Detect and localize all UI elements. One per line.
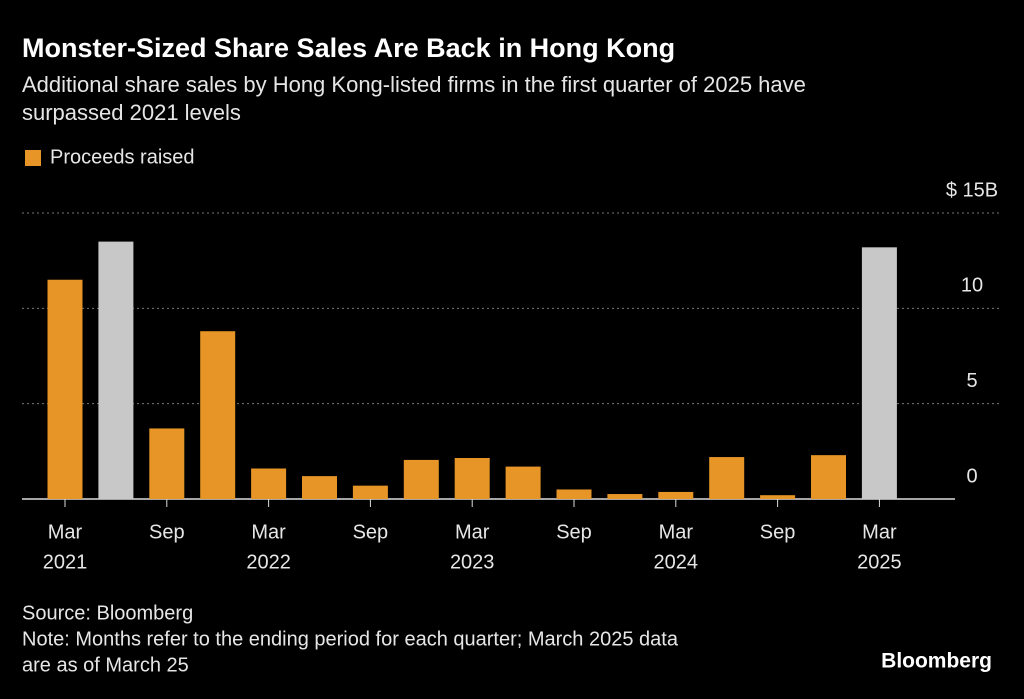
y-tick-label: 5 bbox=[966, 370, 977, 392]
chart-subtitle: surpassed 2021 levels bbox=[22, 100, 241, 125]
bar bbox=[200, 331, 236, 499]
note: Note: Months refer to the ending period … bbox=[22, 628, 679, 650]
chart-subtitle: Additional share sales by Hong Kong-list… bbox=[22, 72, 806, 97]
x-tick-label: Sep bbox=[556, 521, 592, 543]
x-tick-label: Sep bbox=[149, 521, 185, 543]
y-tick-label: $ 15B bbox=[946, 179, 998, 201]
x-tick-year: 2023 bbox=[450, 551, 495, 573]
bar bbox=[556, 489, 592, 499]
bar bbox=[607, 494, 643, 499]
legend-swatch bbox=[25, 150, 41, 166]
bar bbox=[709, 457, 745, 499]
x-tick-year: 2021 bbox=[43, 551, 88, 573]
bar bbox=[760, 495, 796, 499]
x-tick-label: Mar bbox=[659, 521, 694, 543]
bar bbox=[98, 241, 134, 499]
x-tick-year: 2024 bbox=[654, 551, 699, 573]
x-tick-label: Mar bbox=[48, 521, 83, 543]
bar bbox=[861, 247, 897, 499]
x-tick-label: Mar bbox=[251, 521, 286, 543]
y-tick-label: 10 bbox=[961, 275, 983, 297]
bar bbox=[658, 491, 694, 499]
y-tick-label: 0 bbox=[966, 465, 977, 487]
bar bbox=[149, 428, 185, 499]
x-tick-year: 2025 bbox=[857, 551, 902, 573]
note: are as of March 25 bbox=[22, 654, 189, 676]
brand-logo: Bloomberg bbox=[881, 650, 992, 673]
x-tick-label: Mar bbox=[455, 521, 490, 543]
source: Source: Bloomberg bbox=[22, 602, 193, 624]
bar bbox=[811, 455, 846, 499]
bar bbox=[251, 468, 287, 499]
x-tick-label: Sep bbox=[353, 521, 389, 543]
bar bbox=[454, 458, 490, 499]
x-tick-label: Sep bbox=[760, 521, 796, 543]
chart-title: Monster-Sized Share Sales Are Back in Ho… bbox=[22, 33, 675, 63]
bar bbox=[403, 459, 439, 499]
bar bbox=[47, 279, 83, 499]
x-tick-label: Mar bbox=[862, 521, 897, 543]
x-tick-year: 2022 bbox=[246, 551, 291, 573]
bar bbox=[352, 485, 388, 499]
bar bbox=[505, 466, 541, 499]
bar bbox=[302, 476, 337, 499]
legend-label: Proceeds raised bbox=[50, 146, 195, 168]
